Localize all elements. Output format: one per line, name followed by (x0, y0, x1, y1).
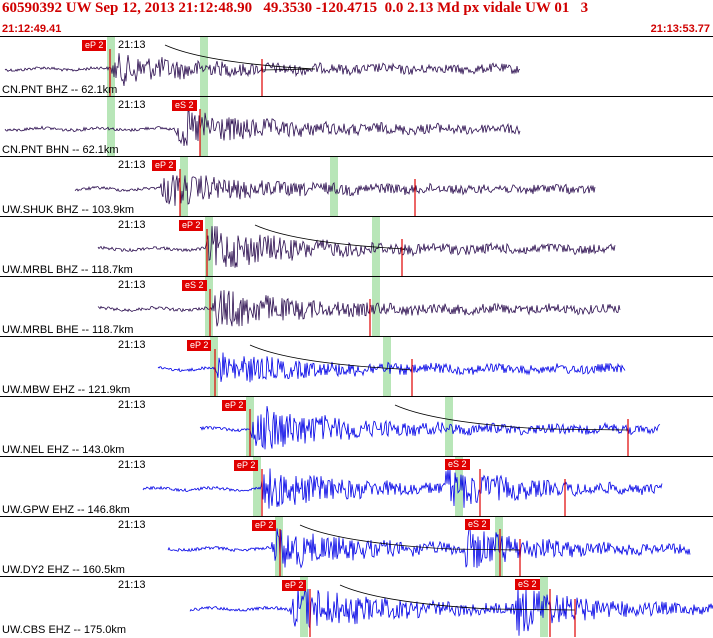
station-label: UW.SHUK BHZ -- 103.9km (2, 204, 135, 216)
coda-decay-curve (299, 524, 521, 551)
time-tick-label: 21:13 (118, 219, 146, 231)
phase-pick-flag[interactable]: eP 2 (152, 160, 177, 171)
end-time: 21:13:53.77 (650, 23, 710, 35)
station-label: UW.NEL EHZ -- 143.0km (2, 444, 125, 456)
station-label: UW.DY2 EHZ -- 160.5km (2, 564, 125, 576)
phase-pick-flag[interactable]: eP 2 (222, 400, 247, 411)
coda-decay-curve (249, 344, 413, 371)
coda-decay-curve (394, 404, 629, 431)
time-window (445, 397, 453, 457)
waveform-trace (167, 527, 691, 569)
time-window (210, 337, 218, 397)
time-tick-label: 21:13 (118, 159, 146, 171)
trace-panel[interactable]: 21:13 eP 2 eS 2 UW.GPW EHZ -- 146.8km (0, 456, 713, 517)
phase-pick-flag[interactable]: eP 2 (234, 460, 259, 471)
time-window (540, 577, 548, 637)
s-pick-flag[interactable]: eS 2 (445, 459, 470, 470)
time-window (300, 577, 308, 637)
waveform-plot (189, 577, 713, 637)
time-window (455, 457, 463, 517)
coda-decay-curve (339, 584, 576, 611)
phase-pick-flag[interactable]: eP 2 (282, 580, 307, 591)
phase-pick-flag[interactable]: eP 2 (179, 220, 204, 231)
waveform-trace (4, 110, 521, 147)
time-window (205, 217, 213, 277)
time-tick-label: 21:13 (118, 459, 146, 471)
waveform-trace (97, 290, 621, 327)
station-label: UW.MBW EHZ -- 121.9km (2, 384, 131, 396)
time-tick-label: 21:13 (118, 39, 146, 51)
trace-panel[interactable]: 21:13 eS 2 UW.MRBL BHE -- 118.7km (0, 276, 713, 337)
trace-panel[interactable]: 21:13 eP 2 eS 2 UW.DY2 EHZ -- 160.5km (0, 516, 713, 577)
time-window (200, 37, 208, 97)
time-window (253, 457, 261, 517)
phase-pick-flag[interactable]: eP 2 (252, 520, 277, 531)
coda-decay-curve (164, 44, 316, 71)
event-title: 60590392 UW Sep 12, 2013 21:12:48.90 49.… (2, 0, 589, 16)
trace-panel[interactable]: 21:13 eP 2 UW.MRBL BHZ -- 118.7km (0, 216, 713, 277)
waveform-trace (157, 352, 626, 383)
waveform-trace (97, 226, 616, 268)
waveform-trace (199, 406, 661, 450)
time-tick-label: 21:13 (118, 99, 146, 111)
trace-panel[interactable]: 21:13 eP 2 UW.MBW EHZ -- 121.9km (0, 336, 713, 397)
waveform-plot (199, 397, 661, 457)
time-window (107, 37, 115, 97)
phase-pick-flag[interactable]: eP 2 (187, 340, 212, 351)
s-pick-flag[interactable]: eS 2 (515, 579, 540, 590)
time-window (275, 517, 283, 577)
time-tick-label: 21:13 (118, 339, 146, 351)
waveform-plot (4, 37, 520, 97)
time-tick-label: 21:13 (118, 579, 146, 591)
waveform-plot (97, 217, 616, 277)
phase-pick-flag[interactable]: eS 2 (182, 280, 207, 291)
station-label: UW.MRBL BHE -- 118.7km (2, 324, 134, 336)
trace-panel[interactable]: 21:13 eP 2 eS 2 UW.CBS EHZ -- 175.0km (0, 576, 713, 637)
time-tick-label: 21:13 (118, 279, 146, 291)
waveform-plot (74, 157, 596, 217)
time-tick-label: 21:13 (118, 399, 146, 411)
waveform-trace (189, 585, 713, 636)
phase-pick-flag[interactable]: eP 2 (82, 40, 107, 51)
coda-decay-curve (254, 224, 406, 251)
trace-panel[interactable]: 21:13 eP 2 UW.SHUK BHZ -- 103.9km (0, 156, 713, 217)
trace-panel[interactable]: 21:13 eP 2 UW.NEL EHZ -- 143.0km (0, 396, 713, 457)
station-label: CN.PNT BHZ -- 62.1km (2, 84, 118, 96)
seismogram-header: 60590392 UW Sep 12, 2013 21:12:48.90 49.… (0, 0, 713, 36)
start-time: 21:12:49.41 (2, 23, 62, 35)
station-label: UW.GPW EHZ -- 146.8km (2, 504, 130, 516)
waveform-plot (142, 457, 663, 517)
time-tick-label: 21:13 (118, 519, 146, 531)
waveform-plot (97, 277, 621, 337)
waveform-plot (157, 337, 626, 397)
trace-panel[interactable]: 21:13 eS 2 CN.PNT BHN -- 62.1km (0, 96, 713, 157)
station-label: UW.MRBL BHZ -- 118.7km (2, 264, 133, 276)
station-label: CN.PNT BHN -- 62.1km (2, 144, 119, 156)
waveform-plot (4, 97, 521, 157)
waveform-trace (74, 175, 596, 206)
waveform-plot (167, 517, 691, 577)
time-window (205, 277, 213, 337)
phase-pick-flag[interactable]: eS 2 (172, 100, 197, 111)
s-pick-flag[interactable]: eS 2 (465, 519, 490, 530)
time-window (330, 157, 338, 217)
trace-panels: 21:13 eP 2 CN.PNT BHZ -- 62.1km 21:13 eS 2 CN… (0, 36, 713, 638)
trace-panel[interactable]: 21:13 eP 2 CN.PNT BHZ -- 62.1km (0, 36, 713, 97)
waveform-trace (142, 468, 663, 509)
time-window (107, 97, 115, 157)
station-label: UW.CBS EHZ -- 175.0km (2, 624, 127, 636)
